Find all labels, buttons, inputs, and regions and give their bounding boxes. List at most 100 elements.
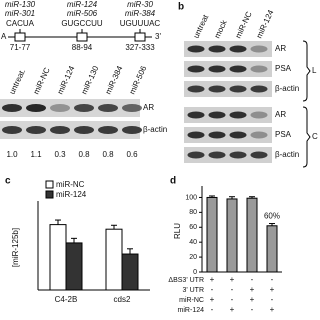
- blot-label: AR: [275, 44, 286, 53]
- blot-band: [187, 131, 205, 139]
- blot-label: β-actin: [275, 84, 299, 93]
- blot-band: [26, 104, 46, 112]
- mirna-name: miR-30: [127, 0, 153, 9]
- condition-mark: +: [230, 305, 235, 314]
- blot-band: [2, 104, 22, 112]
- condition-label: miR-NC: [179, 297, 204, 304]
- condition-mark: -: [251, 305, 254, 314]
- bar: [121, 253, 139, 291]
- mirna-name: miR-301: [5, 9, 35, 18]
- bar: [226, 198, 238, 273]
- condition-label: ΔBS3' UTR: [168, 277, 204, 284]
- blot-band: [98, 126, 118, 134]
- ratio: 0.8: [102, 150, 114, 159]
- blot-strip: [184, 81, 272, 97]
- condition-mark: -: [271, 275, 274, 284]
- panel-label: b: [178, 2, 184, 13]
- y-tick-label: 80: [189, 209, 197, 216]
- condition-mark: +: [210, 275, 215, 284]
- site-box: [134, 32, 146, 42]
- blot-band: [187, 45, 205, 53]
- legend-label: miR-124: [56, 190, 87, 199]
- lane-label: miR-130: [80, 64, 101, 96]
- blot-band: [229, 65, 247, 73]
- lane-label: miR-NC: [234, 10, 254, 40]
- condition-mark: +: [210, 295, 215, 304]
- blot-band: [74, 104, 94, 112]
- blot-band: [250, 85, 268, 93]
- blot-band: [250, 111, 268, 119]
- lane-label: miR-506: [128, 64, 149, 96]
- blot-band: [122, 126, 142, 134]
- blot-band: [208, 65, 226, 73]
- blot-strip: [184, 147, 272, 163]
- ratio: 0.8: [78, 150, 90, 159]
- condition-mark: +: [250, 295, 255, 304]
- legend-label: miR-NC: [56, 180, 85, 189]
- lane-label: mock: [213, 18, 230, 40]
- condition-label: miR-124: [178, 307, 205, 314]
- lane-label: miR-384: [104, 64, 125, 96]
- blot-label: β-actin: [275, 150, 299, 159]
- y-axis-label: RLU: [173, 223, 182, 239]
- blot-band: [229, 131, 247, 139]
- blot-band: [187, 151, 205, 159]
- blot-band: [50, 126, 70, 134]
- blot-band: [2, 126, 22, 134]
- bar: [266, 225, 278, 273]
- blot-band: [250, 131, 268, 139]
- blot-band: [208, 85, 226, 93]
- x-tick-label: cds2: [114, 295, 131, 304]
- lane-label: untreat.: [8, 67, 28, 95]
- bar: [246, 197, 258, 273]
- condition-mark: -: [211, 305, 214, 314]
- condition-mark: -: [211, 285, 214, 294]
- bar: [49, 224, 67, 291]
- blot-strip: [184, 41, 272, 57]
- mirna-name: miR-130: [5, 0, 36, 9]
- blot-band: [229, 111, 247, 119]
- condition-label: 3' UTR: [182, 287, 204, 294]
- utr-start: A: [1, 32, 7, 41]
- condition-mark: -: [231, 285, 234, 294]
- site-box: [14, 32, 26, 42]
- blot-band: [187, 85, 205, 93]
- legend-swatch: [45, 180, 54, 189]
- y-tick-label: 100: [185, 194, 197, 201]
- seed-sequence: GUGCCUU: [61, 19, 103, 28]
- site-position: 327-333: [125, 43, 155, 52]
- blot-strip: [184, 107, 272, 123]
- x-tick-label: C4-2B: [55, 295, 78, 304]
- lane-label: miR-124: [56, 64, 77, 96]
- blot-band: [208, 45, 226, 53]
- blot-band: [208, 111, 226, 119]
- bar: [65, 242, 83, 291]
- ratio: 0.6: [126, 150, 138, 159]
- mirna-name: miR-124: [67, 0, 98, 9]
- utr-end: 3': [155, 32, 161, 41]
- blot-band: [50, 104, 70, 112]
- condition-mark: +: [270, 305, 275, 314]
- condition-mark: -: [271, 295, 274, 304]
- blot-strip: [0, 99, 140, 117]
- blot-band: [74, 126, 94, 134]
- blot-band: [229, 45, 247, 53]
- seed-sequence: CACUA: [6, 19, 35, 28]
- blot-strip: [184, 127, 272, 143]
- lane-label: miR-NC: [32, 66, 52, 96]
- condition-mark: +: [250, 285, 255, 294]
- blot-label: PSA: [275, 130, 292, 139]
- group-bracket: [302, 40, 311, 102]
- site-position: 71-77: [10, 43, 31, 52]
- group-label: C: [312, 132, 318, 141]
- legend-swatch: [45, 190, 54, 199]
- blot-band: [208, 151, 226, 159]
- blot-band: [250, 151, 268, 159]
- bar: [105, 228, 123, 291]
- group-label: L: [312, 66, 317, 75]
- y-tick-label: 20: [189, 254, 197, 261]
- seed-sequence: UGUUUAC: [120, 19, 161, 28]
- blot-band: [26, 126, 46, 134]
